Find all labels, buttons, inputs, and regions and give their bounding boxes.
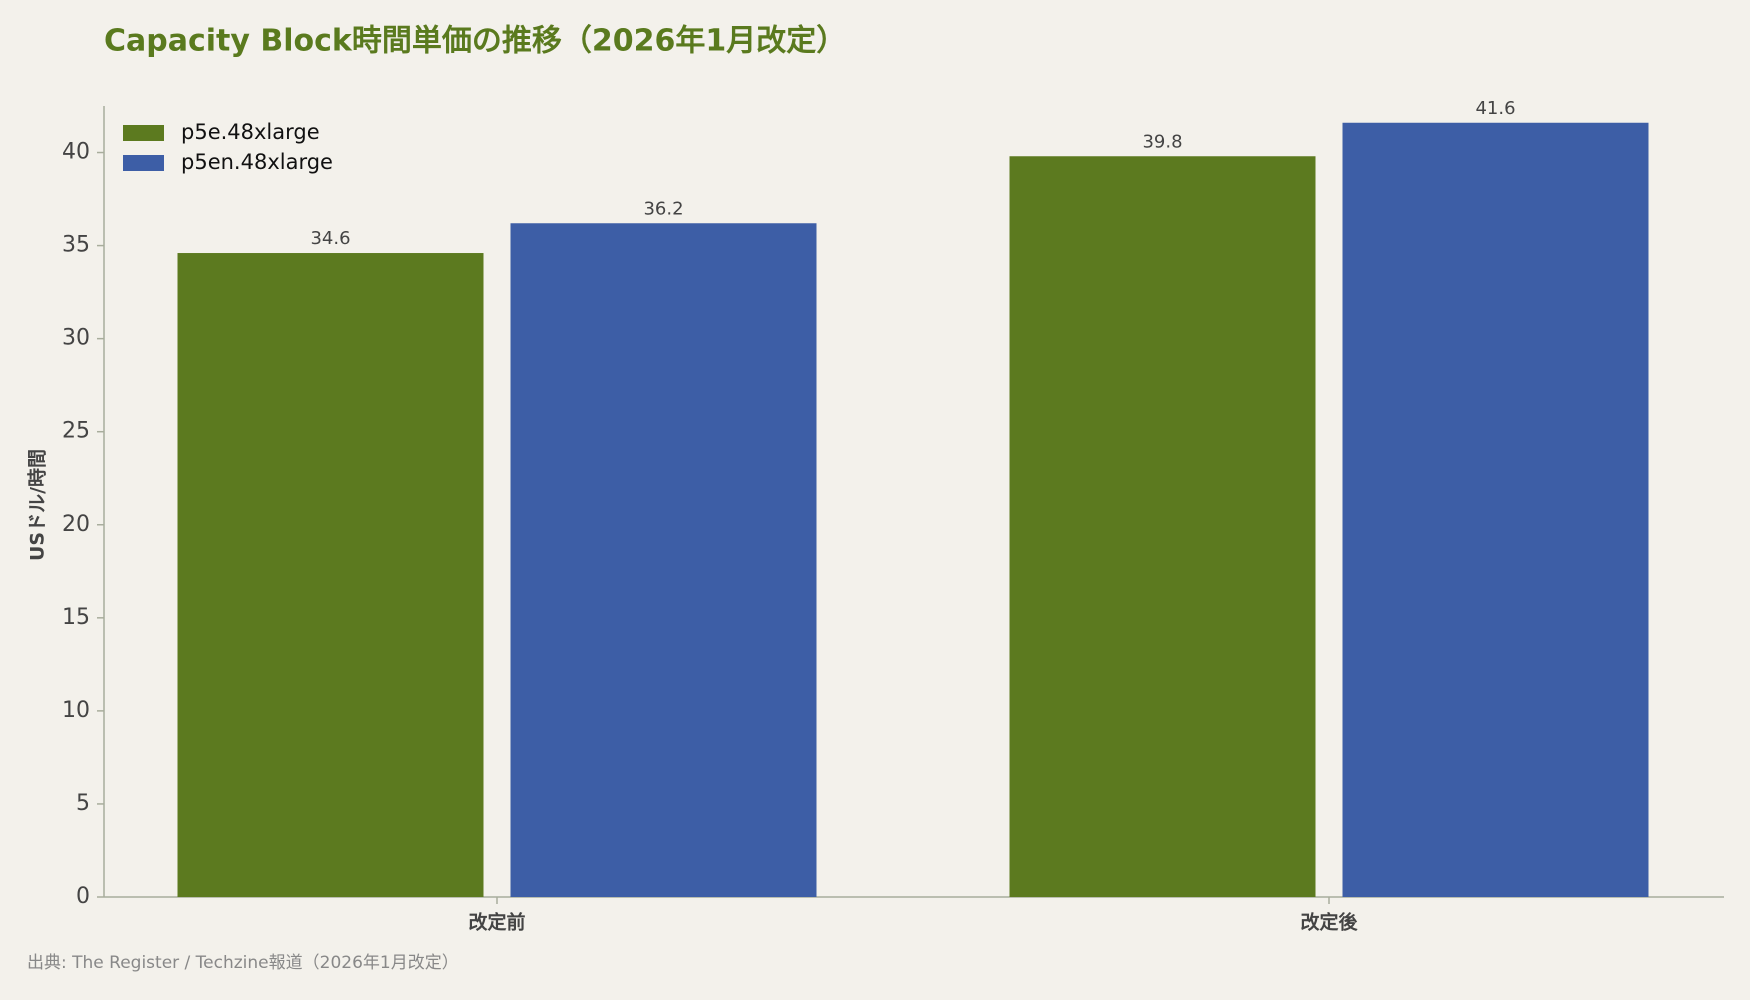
bar (1342, 122, 1649, 897)
y-tick-label: 5 (76, 791, 90, 816)
legend-label: p5en.48xlarge (181, 150, 333, 174)
value-label: 41.6 (1475, 98, 1515, 119)
value-label: 34.6 (310, 228, 350, 249)
bar (510, 223, 817, 897)
y-tick-label: 10 (62, 698, 90, 723)
bar (177, 253, 484, 897)
y-tick-label: 35 (62, 233, 90, 258)
y-tick-label: 0 (76, 884, 90, 909)
y-tick-label: 40 (62, 140, 90, 165)
y-tick-label: 30 (62, 326, 90, 351)
x-tick-label: 改定前 (468, 911, 525, 934)
y-tick-label: 15 (62, 605, 90, 630)
x-tick-label: 改定後 (1300, 911, 1358, 934)
value-label: 39.8 (1142, 131, 1182, 152)
value-label: 36.2 (643, 198, 683, 219)
y-tick-label: 25 (62, 419, 90, 444)
source-note: 出典: The Register / Techzine報道（2026年1月改定） (27, 953, 459, 973)
y-axis-label: USドル/時間 (27, 449, 49, 561)
legend-label: p5e.48xlarge (181, 120, 320, 144)
y-tick-label: 20 (62, 512, 90, 537)
bar (1009, 156, 1316, 897)
legend-swatch (123, 125, 164, 141)
chart-title: Capacity Block時間単価の推移（2026年1月改定） (104, 24, 846, 59)
legend-swatch (123, 155, 164, 171)
